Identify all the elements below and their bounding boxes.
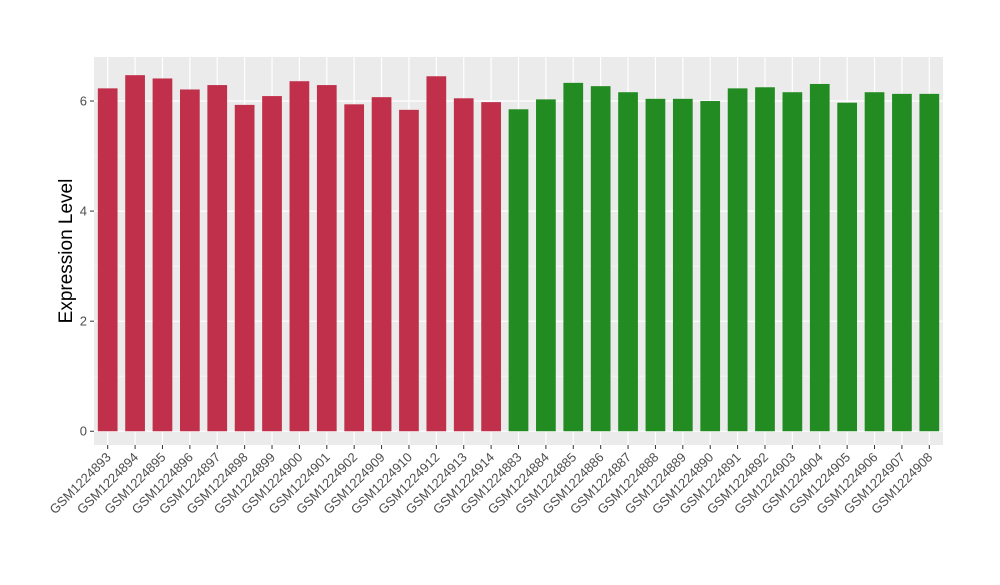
bar-GSM1224902 (344, 104, 365, 432)
bar-GSM1224912 (426, 76, 447, 432)
y-axis: 0 2 4 6 (80, 94, 94, 439)
bar-GSM1224897 (207, 85, 228, 432)
bar-GSM1224883 (508, 109, 529, 432)
bar-GSM1224885 (563, 82, 584, 432)
y-tick-label: 0 (80, 424, 87, 439)
bar-GSM1224906 (864, 92, 885, 432)
bar-GSM1224909 (371, 97, 392, 432)
bar-GSM1224913 (453, 98, 474, 432)
bar-GSM1224888 (645, 98, 666, 432)
bar-GSM1224905 (837, 102, 858, 432)
bar-GSM1224908 (919, 93, 940, 432)
bar-GSM1224886 (590, 86, 611, 432)
bar-GSM1224894 (125, 75, 145, 432)
bars (97, 75, 940, 432)
bar-GSM1224901 (316, 85, 337, 432)
x-axis: GSM1224893GSM1224894GSM1224895GSM1224896… (46, 445, 935, 517)
bar-GSM1224899 (262, 96, 282, 432)
bar-GSM1224889 (672, 98, 693, 432)
bar-GSM1224898 (234, 104, 255, 432)
bar-GSM1224903 (782, 92, 803, 432)
y-tick-label: 6 (80, 94, 87, 109)
bar-GSM1224895 (152, 78, 173, 432)
bar-GSM1224914 (481, 102, 501, 432)
bar-GSM1224900 (289, 81, 310, 432)
bar-GSM1224893 (97, 88, 118, 432)
bar-GSM1224884 (536, 99, 556, 432)
bar-GSM1224891 (727, 88, 748, 432)
bar-GSM1224904 (809, 83, 830, 432)
bar-GSM1224887 (618, 92, 638, 432)
bar-GSM1224892 (755, 87, 775, 432)
y-axis-label: Expression Level (56, 179, 77, 324)
bar-GSM1224890 (700, 101, 721, 432)
y-tick-label: 4 (80, 204, 87, 219)
bar-GSM1224907 (892, 93, 912, 432)
bar-GSM1224896 (179, 89, 200, 432)
bar-GSM1224910 (399, 109, 419, 432)
y-tick-label: 2 (80, 314, 87, 329)
